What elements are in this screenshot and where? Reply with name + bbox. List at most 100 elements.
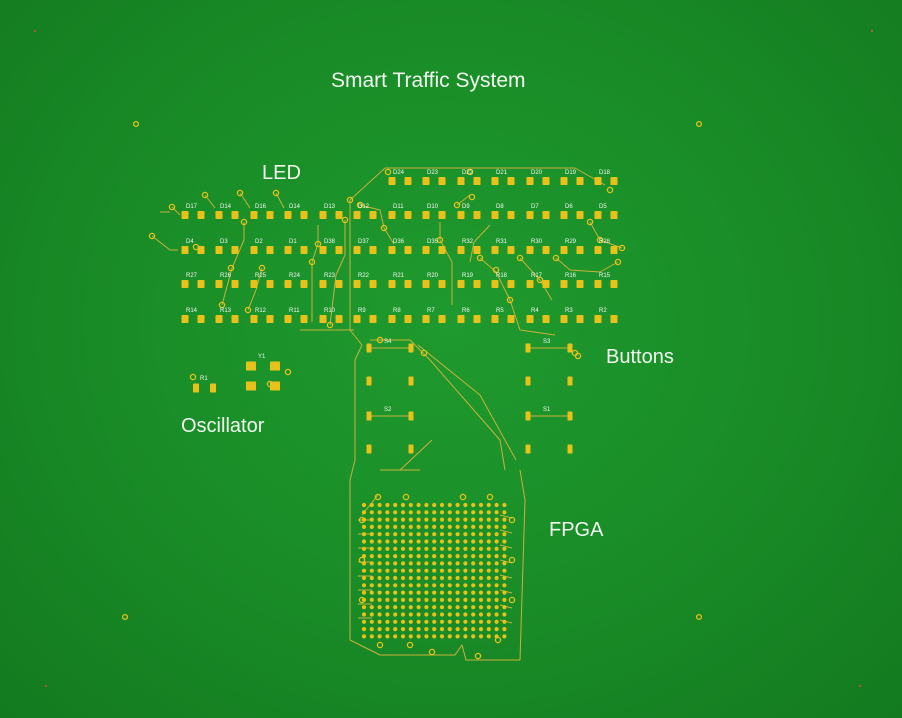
bga-ball xyxy=(439,554,445,559)
bga-ball xyxy=(369,627,374,632)
designator: R2 xyxy=(599,308,607,314)
pad xyxy=(181,211,189,219)
via xyxy=(459,493,467,501)
designator: D2 xyxy=(255,239,263,245)
bga-ball xyxy=(408,634,413,639)
bga-ball xyxy=(416,612,421,617)
bga-ball xyxy=(455,539,460,544)
bga-ball xyxy=(455,634,460,639)
bga-ball xyxy=(447,583,452,588)
pad xyxy=(388,246,396,254)
bga-ball xyxy=(400,590,406,595)
pad xyxy=(491,177,499,185)
designator: S3 xyxy=(543,339,551,345)
pad xyxy=(300,211,308,219)
bga-ball xyxy=(408,539,413,544)
designator: S4 xyxy=(384,339,392,345)
via xyxy=(326,321,334,329)
bga-ball xyxy=(447,524,452,530)
designator: D8 xyxy=(496,204,504,210)
designator: R22 xyxy=(358,273,370,279)
pad xyxy=(231,315,239,323)
bga-ball xyxy=(455,590,460,595)
pad xyxy=(542,280,550,288)
pad xyxy=(457,315,465,323)
bga-ball xyxy=(400,605,406,610)
bga-ball xyxy=(385,597,390,603)
pad xyxy=(250,315,258,323)
bga-ball xyxy=(502,619,507,624)
designator: D24 xyxy=(393,170,405,176)
trace xyxy=(399,439,433,471)
bga-ball xyxy=(416,583,421,588)
designator: D38 xyxy=(324,239,336,245)
bga-ball xyxy=(439,532,445,537)
bga-ball xyxy=(502,532,507,537)
bga-ball xyxy=(377,517,382,522)
bga-ball xyxy=(385,590,390,595)
bga-ball xyxy=(432,539,437,544)
pad xyxy=(610,280,618,288)
bga-ball xyxy=(424,605,429,610)
designator: R30 xyxy=(531,239,543,245)
designator: D14 xyxy=(289,204,301,210)
bga-ball xyxy=(439,502,445,508)
via xyxy=(358,596,366,604)
bga-ball xyxy=(478,619,484,624)
via xyxy=(695,120,703,128)
bga-ball xyxy=(416,517,421,522)
bga-ball xyxy=(377,597,382,603)
bga-ball xyxy=(393,561,398,566)
pad xyxy=(457,280,465,288)
via xyxy=(218,301,226,309)
bga-ball xyxy=(494,554,499,559)
bga-ball xyxy=(385,627,390,632)
bga-ball xyxy=(447,575,452,581)
bga-ball xyxy=(424,502,429,508)
bga-ball xyxy=(393,619,398,624)
designator: D18 xyxy=(599,170,611,176)
bga-ball xyxy=(400,568,406,573)
pad xyxy=(181,315,189,323)
pad xyxy=(193,383,199,393)
pad xyxy=(369,315,377,323)
pad xyxy=(560,177,568,185)
bga-ball xyxy=(361,568,367,573)
bga-ball xyxy=(432,605,437,610)
bga-ball xyxy=(361,524,367,530)
bga-ball xyxy=(463,539,468,544)
bga-ball xyxy=(494,575,499,581)
designator: R10 xyxy=(324,308,336,314)
bga-ball xyxy=(377,583,382,588)
bga-ball xyxy=(408,605,413,610)
pad xyxy=(353,315,361,323)
pad xyxy=(284,211,292,219)
bga-ball xyxy=(439,539,445,544)
bga-ball xyxy=(494,612,499,617)
bga-ball xyxy=(439,619,445,624)
pad xyxy=(576,246,584,254)
designator: R1 xyxy=(200,376,208,382)
designator: R6 xyxy=(462,308,470,314)
pad xyxy=(197,246,205,254)
bga-ball xyxy=(478,532,484,537)
bga-ball xyxy=(424,539,429,544)
via xyxy=(384,168,392,176)
bga-ball xyxy=(447,502,452,508)
pad xyxy=(369,246,377,254)
trace xyxy=(311,225,319,322)
designator: R4 xyxy=(531,308,539,314)
bga-ball xyxy=(463,554,468,559)
pad xyxy=(246,361,256,371)
pad xyxy=(270,361,280,371)
trace xyxy=(499,544,513,549)
bga-ball xyxy=(478,634,484,639)
bga-ball xyxy=(400,619,406,624)
pad xyxy=(610,177,618,185)
bga-ball xyxy=(385,510,390,515)
bga-ball xyxy=(424,612,429,617)
bga-ball xyxy=(494,605,499,610)
via xyxy=(192,243,200,251)
bga-ball xyxy=(478,575,484,581)
